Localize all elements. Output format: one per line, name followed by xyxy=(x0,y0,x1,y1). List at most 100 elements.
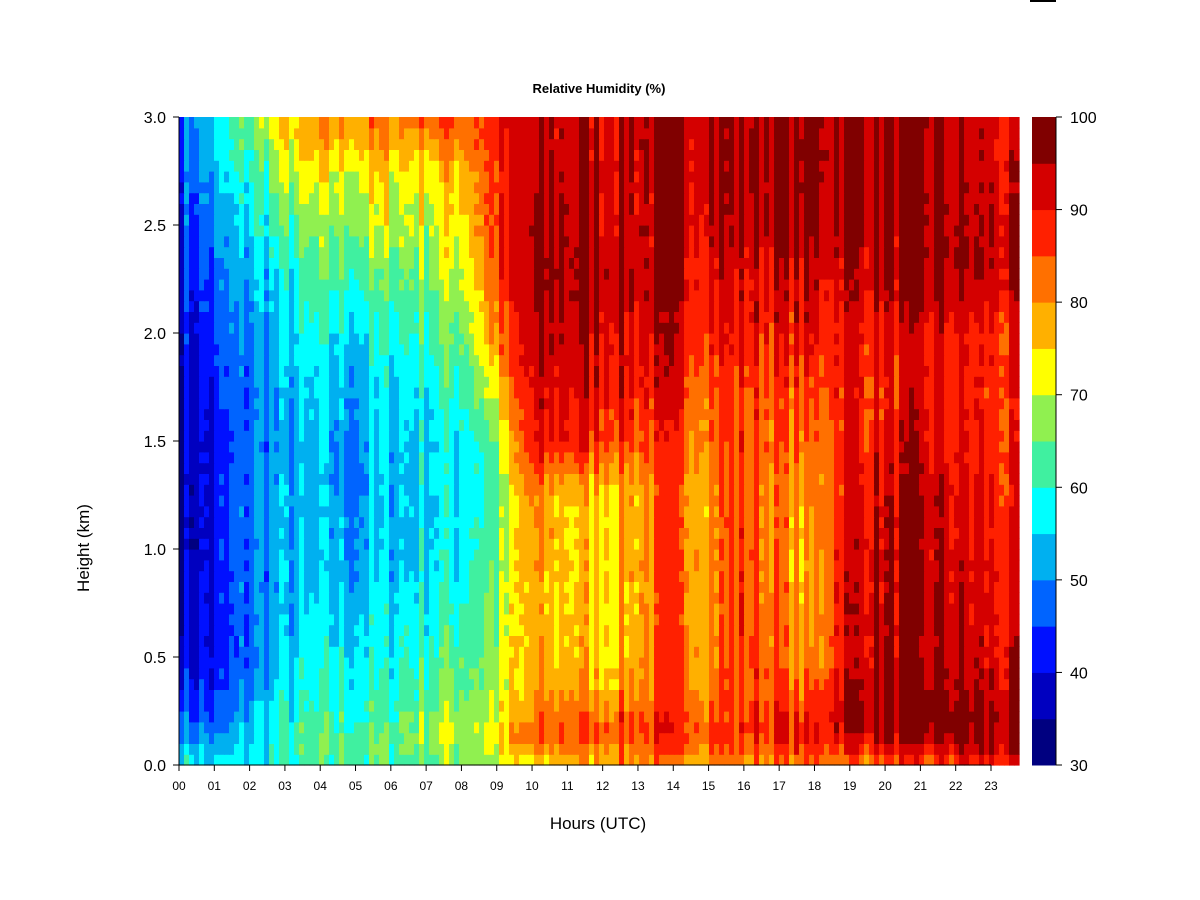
heatmap-cell xyxy=(814,667,820,680)
heatmap-cell xyxy=(389,721,395,734)
heatmap-cell xyxy=(699,549,705,561)
heatmap-cell xyxy=(489,516,495,528)
heatmap-cell xyxy=(924,592,930,604)
heatmap-cell xyxy=(739,581,745,593)
heatmap-cell xyxy=(579,559,585,572)
heatmap-cell xyxy=(984,635,990,647)
heatmap-cell xyxy=(679,667,685,680)
heatmap-cell xyxy=(439,516,445,528)
heatmap-cell xyxy=(739,516,745,528)
heatmap-cell xyxy=(919,657,925,669)
heatmap-cell xyxy=(239,754,245,766)
heatmap-cell xyxy=(769,635,775,647)
heatmap-cell xyxy=(924,754,930,766)
heatmap-cell xyxy=(689,678,695,690)
heatmap-cell xyxy=(739,451,745,464)
heatmap-cell xyxy=(459,689,465,701)
heatmap-cell xyxy=(869,559,875,572)
heatmap-cell xyxy=(349,700,355,712)
heatmap-cell xyxy=(944,484,950,496)
heatmap-cell xyxy=(569,657,575,669)
heatmap-cell xyxy=(264,635,270,647)
heatmap-cell xyxy=(729,613,735,626)
heatmap-cell xyxy=(804,495,810,507)
heatmap-cell xyxy=(289,473,295,485)
heatmap-cell xyxy=(434,635,440,647)
heatmap-cell xyxy=(204,743,210,755)
heatmap-cell xyxy=(724,570,730,582)
heatmap-cell xyxy=(309,484,315,496)
heatmap-cell xyxy=(444,711,450,723)
heatmap-cell xyxy=(864,473,870,485)
heatmap-cell xyxy=(254,711,260,723)
heatmap-cell xyxy=(904,711,910,723)
heatmap-cell xyxy=(884,689,890,701)
heatmap-cell xyxy=(324,441,330,453)
heatmap-cell xyxy=(199,570,205,582)
heatmap-cell xyxy=(189,700,195,712)
heatmap-cell xyxy=(524,581,530,593)
heatmap-cell xyxy=(439,473,445,485)
heatmap-cell xyxy=(989,581,995,593)
heatmap-cell xyxy=(179,441,185,453)
heatmap-cell xyxy=(834,711,840,723)
heatmap-cell xyxy=(654,732,660,744)
heatmap-cell xyxy=(644,559,650,572)
heatmap-cell xyxy=(449,549,455,561)
heatmap-cell xyxy=(254,613,260,626)
heatmap-cell xyxy=(529,592,535,604)
heatmap-cell xyxy=(314,613,320,626)
heatmap-cell xyxy=(349,592,355,604)
heatmap-cell xyxy=(479,462,485,474)
heatmap-cell xyxy=(859,549,865,561)
heatmap-cell xyxy=(969,700,975,712)
heatmap-cell xyxy=(244,473,250,485)
heatmap-cell xyxy=(459,646,465,658)
heatmap-cell xyxy=(679,613,685,626)
heatmap-cell xyxy=(739,549,745,561)
heatmap-cell xyxy=(269,721,275,734)
heatmap-cell xyxy=(464,700,470,712)
heatmap-cell xyxy=(514,657,520,669)
heatmap-cell xyxy=(179,592,185,604)
heatmap-cell xyxy=(779,484,785,496)
heatmap-cell xyxy=(609,592,615,604)
heatmap-cell xyxy=(199,732,205,744)
heatmap-cell xyxy=(529,678,535,690)
heatmap-cell xyxy=(684,667,690,680)
heatmap-cell xyxy=(344,657,350,669)
heatmap-cell xyxy=(824,451,830,464)
heatmap-cell xyxy=(914,646,920,658)
heatmap-cell xyxy=(654,646,660,658)
heatmap-cell xyxy=(879,721,885,734)
heatmap-cell xyxy=(509,495,515,507)
heatmap-cell xyxy=(544,624,550,636)
heatmap-cell xyxy=(924,538,930,550)
heatmap-cell xyxy=(829,678,835,690)
heatmap-cell xyxy=(319,657,325,669)
heatmap-cell xyxy=(399,484,405,496)
heatmap-cell xyxy=(994,700,1000,712)
heatmap-cell xyxy=(539,721,545,734)
heatmap-cell xyxy=(804,743,810,755)
heatmap-cell xyxy=(909,743,915,755)
heatmap-cell xyxy=(919,754,925,766)
heatmap-cell xyxy=(514,516,520,528)
heatmap-cell xyxy=(724,451,730,464)
heatmap-cell xyxy=(449,592,455,604)
heatmap-cell xyxy=(609,613,615,626)
heatmap-cell xyxy=(819,549,825,561)
heatmap-cell xyxy=(349,613,355,626)
heatmap-cell xyxy=(889,581,895,593)
heatmap-cell xyxy=(959,657,965,669)
heatmap-cell xyxy=(269,505,275,518)
heatmap-cell xyxy=(1009,484,1015,496)
heatmap-cell xyxy=(949,538,955,550)
heatmap-cell xyxy=(729,516,735,528)
heatmap-cell xyxy=(684,689,690,701)
heatmap-cell xyxy=(604,527,610,539)
heatmap-cell xyxy=(239,635,245,647)
heatmap-cell xyxy=(204,538,210,550)
heatmap-cell xyxy=(224,527,230,539)
heatmap-cell xyxy=(199,495,205,507)
